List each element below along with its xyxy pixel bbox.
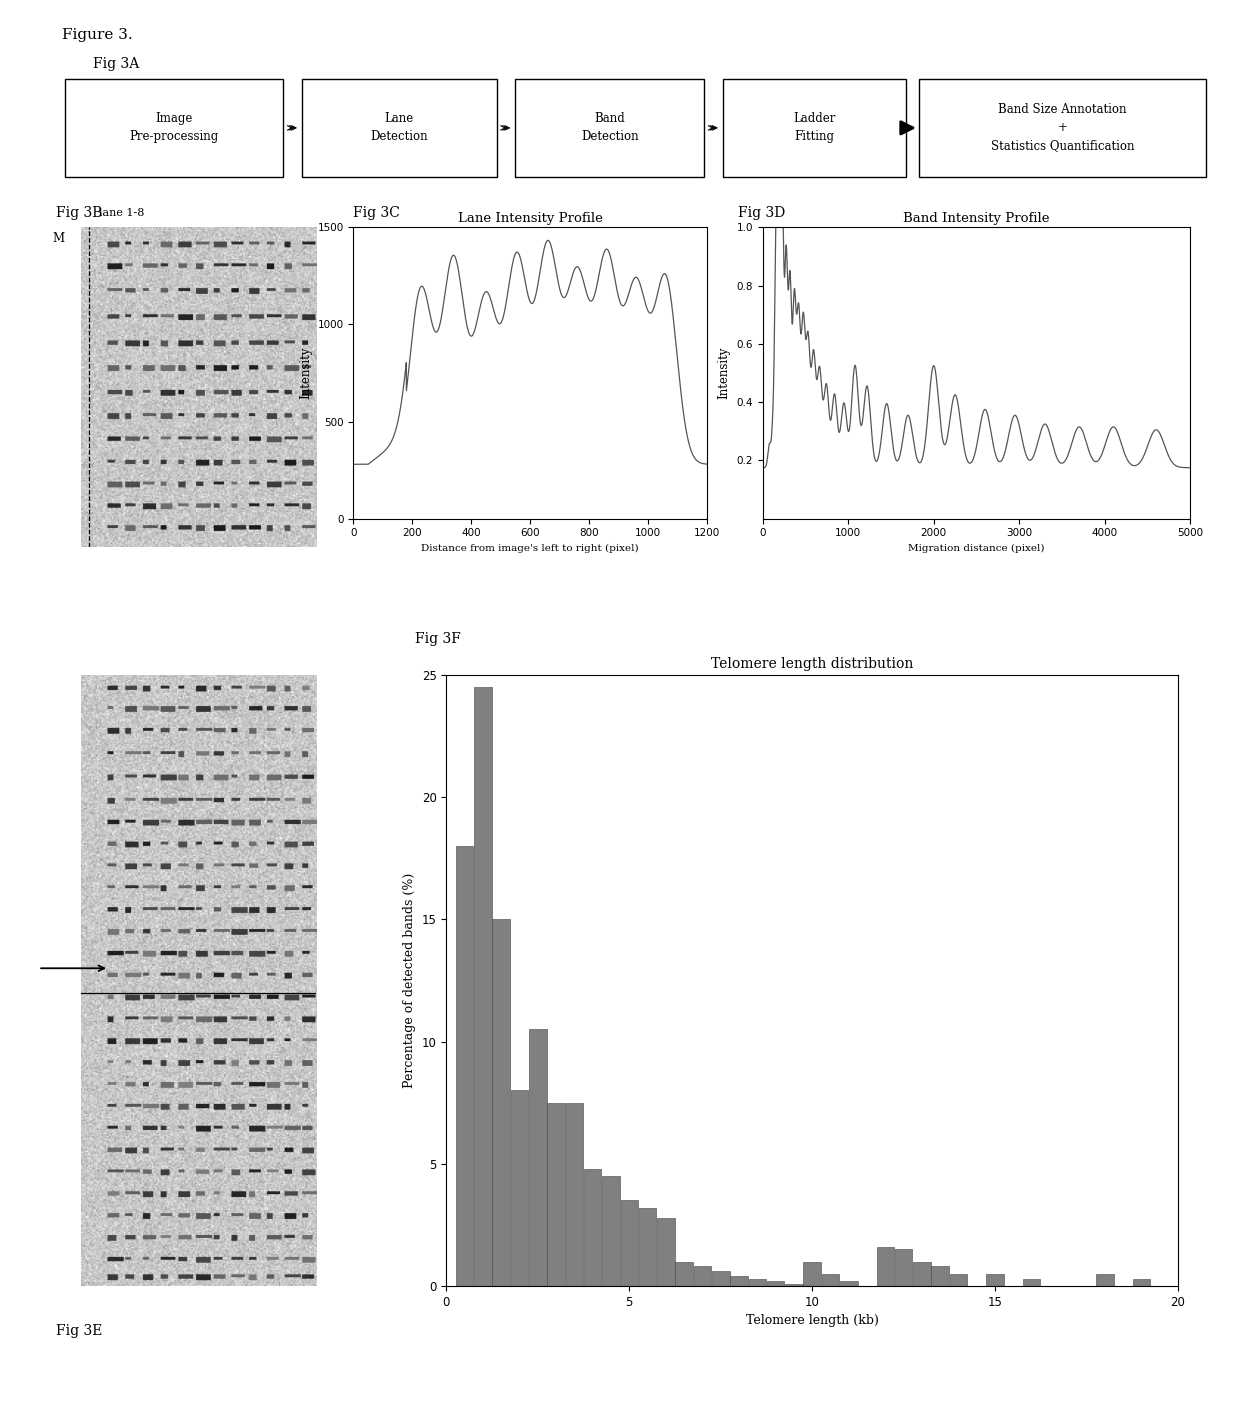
Text: Fig 3B: Fig 3B xyxy=(56,206,102,220)
Bar xyxy=(529,1029,547,1286)
Title: Lane Intensity Profile: Lane Intensity Profile xyxy=(458,212,603,225)
Bar xyxy=(822,1273,839,1286)
Bar xyxy=(804,1262,821,1286)
Bar xyxy=(1132,1279,1151,1286)
Bar xyxy=(565,1103,583,1286)
FancyBboxPatch shape xyxy=(66,80,284,176)
Text: Fig 3A: Fig 3A xyxy=(93,57,139,71)
Text: Fig 3C: Fig 3C xyxy=(353,206,401,220)
Bar xyxy=(766,1282,785,1286)
Text: Band Size Annotation
+
Statistics Quantification: Band Size Annotation + Statistics Quanti… xyxy=(991,104,1135,152)
Y-axis label: Intensity: Intensity xyxy=(718,347,730,399)
Bar xyxy=(603,1177,620,1286)
Text: Lane
Detection: Lane Detection xyxy=(371,112,428,144)
Bar xyxy=(657,1218,675,1286)
Bar xyxy=(895,1249,913,1286)
Bar xyxy=(474,688,492,1286)
Bar xyxy=(986,1273,1004,1286)
Text: Image
Pre-processing: Image Pre-processing xyxy=(130,112,219,144)
FancyBboxPatch shape xyxy=(301,80,497,176)
Bar xyxy=(456,845,474,1286)
FancyBboxPatch shape xyxy=(515,80,704,176)
Bar xyxy=(839,1282,858,1286)
Y-axis label: Percentage of detected bands (%): Percentage of detected bands (%) xyxy=(403,872,417,1088)
Title: Telomere length distribution: Telomere length distribution xyxy=(711,657,914,671)
Bar xyxy=(693,1266,712,1286)
Title: Band Intensity Profile: Band Intensity Profile xyxy=(903,212,1050,225)
Bar xyxy=(877,1246,894,1286)
Bar xyxy=(676,1262,693,1286)
Bar xyxy=(639,1208,656,1286)
Text: Fig 3E: Fig 3E xyxy=(56,1324,102,1339)
Text: Ladder
Fitting: Ladder Fitting xyxy=(794,112,836,144)
Y-axis label: Intensity: Intensity xyxy=(299,347,312,399)
X-axis label: Telomere length (kb): Telomere length (kb) xyxy=(745,1314,879,1327)
X-axis label: Distance from image's left to right (pixel): Distance from image's left to right (pix… xyxy=(422,544,639,553)
Bar xyxy=(950,1273,967,1286)
Bar xyxy=(1023,1279,1040,1286)
X-axis label: Migration distance (pixel): Migration distance (pixel) xyxy=(908,544,1045,553)
Bar xyxy=(511,1090,528,1286)
Bar xyxy=(785,1283,802,1286)
Bar xyxy=(620,1201,639,1286)
Text: Band
Detection: Band Detection xyxy=(582,112,639,144)
FancyBboxPatch shape xyxy=(919,80,1207,176)
Bar xyxy=(913,1262,931,1286)
Bar xyxy=(712,1272,729,1286)
Text: M: M xyxy=(52,232,64,246)
Bar xyxy=(730,1276,748,1286)
Bar xyxy=(931,1266,949,1286)
Bar xyxy=(492,919,510,1286)
Bar xyxy=(584,1168,601,1286)
Text: lane 1-8: lane 1-8 xyxy=(99,207,145,217)
Text: Fig 3F: Fig 3F xyxy=(415,632,461,647)
Text: Figure 3.: Figure 3. xyxy=(62,28,133,43)
FancyBboxPatch shape xyxy=(723,80,906,176)
Bar xyxy=(749,1279,766,1286)
Bar xyxy=(547,1103,565,1286)
Text: Fig 3D: Fig 3D xyxy=(738,206,785,220)
Bar xyxy=(1096,1273,1114,1286)
